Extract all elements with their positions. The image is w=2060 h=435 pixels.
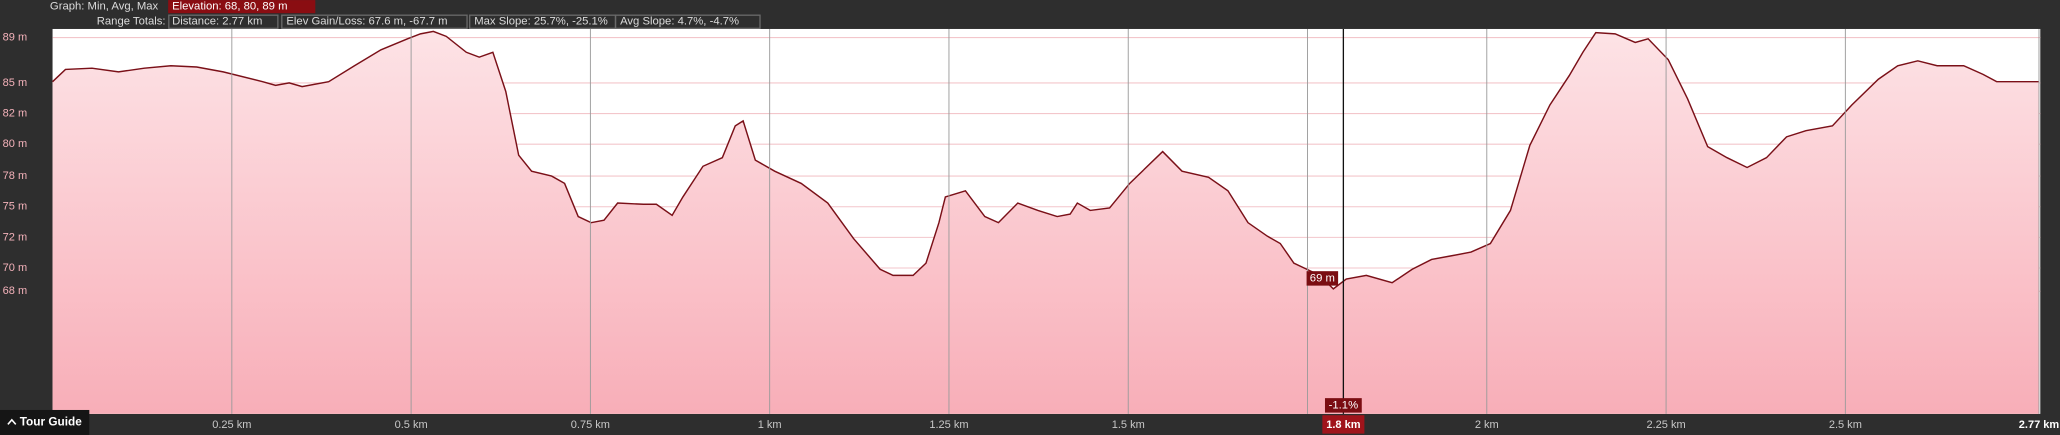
- elevation-box: [168, 0, 316, 14]
- x-tick-label: 2 km: [1475, 419, 1499, 431]
- cursor-value-label: 69 m: [1310, 272, 1335, 284]
- avg-slope-box: [614, 14, 761, 29]
- y-tick-label: 89 m: [3, 31, 28, 43]
- x-tick-label: 0.5 km: [395, 419, 428, 431]
- elevation-summary: Elevation: 68, 80, 89 m: [172, 1, 287, 13]
- gain-loss-box: [281, 14, 468, 29]
- graph-label: Graph: Min, Avg, Max: [50, 1, 159, 13]
- x-tick-label: 1.5 km: [1112, 419, 1145, 431]
- y-tick-label: 82 m: [3, 107, 28, 119]
- y-tick-label: 85 m: [3, 77, 28, 89]
- cursor-slope-label: -1.1%: [1329, 399, 1358, 411]
- x-tick-label: 2.5 km: [1829, 419, 1862, 431]
- plot: 69 m -1.1%: [52, 28, 2040, 414]
- distance: Distance: 2.77 km: [172, 16, 262, 28]
- elevation-area: [52, 31, 2039, 414]
- tour-guide-button[interactable]: Tour Guide: [0, 409, 90, 435]
- y-tick-label: 78 m: [3, 170, 28, 182]
- range-label: Range Totals:: [97, 16, 166, 28]
- cursor-x-label: 1.8 km: [1326, 419, 1361, 431]
- distance-box: [168, 14, 279, 29]
- max-slope: Max Slope: 25.7%, -25.1%: [474, 16, 608, 28]
- axes: 89 m 85 m 82 m 80 m 78 m 75 m 72 m 70 m 68 m 0.25…: [3, 31, 2060, 434]
- gain-loss: Elev Gain/Loss: 67.6 m, -67.7 m: [286, 16, 447, 28]
- cursor-slope-box: [1324, 398, 1362, 413]
- y-tick-label: 72 m: [3, 231, 28, 243]
- y-tick-label: 70 m: [3, 262, 28, 274]
- cursor-value-box: [1306, 271, 1339, 286]
- x-tick-label: 2.25 km: [1646, 419, 1685, 431]
- tour-guide-label[interactable]: Tour Guide: [20, 415, 83, 429]
- y-tick-label: 80 m: [3, 138, 28, 150]
- x-tick-label: 1 km: [758, 419, 782, 431]
- x-tick-label: 2.77 km: [2019, 419, 2060, 431]
- avg-slope: Avg Slope: 4.7%, -4.7%: [620, 16, 739, 28]
- elevation-line: [52, 30, 2039, 290]
- y-tick-label: 75 m: [3, 201, 28, 213]
- x-tick-label: 1.25 km: [929, 419, 968, 431]
- x-tick-label: 0.25 km: [212, 419, 251, 431]
- cursor-x-box: [1322, 415, 1365, 434]
- y-tick-label: 68 m: [3, 285, 28, 297]
- x-tick-label: 0.75 km: [571, 419, 610, 431]
- tour-guide-icon[interactable]: [7, 418, 17, 425]
